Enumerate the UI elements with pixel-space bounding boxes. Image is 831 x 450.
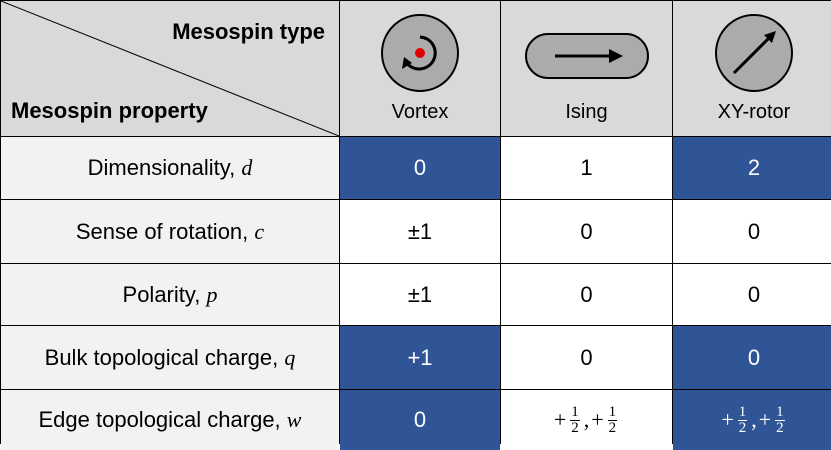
symbol-w: w (286, 407, 302, 432)
cell-rotation-xy-rotor: 0 (673, 200, 831, 263)
cell-polarity-xy-rotor: 0 (673, 264, 831, 325)
cell-dimensionality-ising: 1 (501, 137, 672, 199)
mesospin-property-label: Mesospin property (11, 98, 208, 123)
symbol-p: p (206, 281, 218, 307)
xy-rotor-icon (715, 14, 793, 92)
column-header-ising: Ising (501, 1, 672, 136)
symbol-d: d (241, 155, 253, 180)
symbol-q: q (284, 344, 296, 370)
column-header-vortex: Vortex (340, 1, 500, 136)
row-label-dimensionality: Dimensionality, d (1, 137, 339, 199)
cell-polarity-vortex: ±1 (340, 264, 500, 325)
cell-bulk-vortex: +1 (340, 326, 500, 389)
vortex-icon (381, 14, 459, 92)
cell-bulk-xy-rotor: 0 (673, 326, 831, 389)
column-label-vortex: Vortex (391, 101, 449, 123)
diagonal-divider (1, 1, 339, 136)
row-label-sense-of-rotation: Sense of rotation, c (1, 200, 339, 263)
column-label-xy-rotor: XY-rotor (717, 101, 791, 123)
corner-header-cell: Mesospin type Mesospin property (1, 1, 339, 136)
ising-arrow-icon (524, 33, 649, 79)
symbol-c: c (254, 218, 265, 244)
cell-edge-vortex: 0 (340, 390, 500, 450)
cell-polarity-ising: 0 (501, 264, 672, 325)
row-label-bulk-topological-charge: Bulk topological charge, q (1, 326, 339, 389)
cell-bulk-ising: 0 (501, 326, 672, 389)
column-header-xy-rotor: XY-rotor (673, 1, 831, 136)
row-label-polarity: Polarity, p (1, 264, 339, 325)
column-label-ising: Ising (565, 101, 608, 123)
row-label-edge-topological-charge: Edge topological charge, w (1, 390, 339, 450)
cell-dimensionality-vortex: 0 (340, 137, 500, 199)
mesospin-type-label: Mesospin type (172, 19, 325, 44)
cell-dimensionality-xy-rotor: 2 (673, 137, 831, 199)
cell-rotation-vortex: ±1 (340, 200, 500, 263)
cell-rotation-ising: 0 (501, 200, 672, 263)
